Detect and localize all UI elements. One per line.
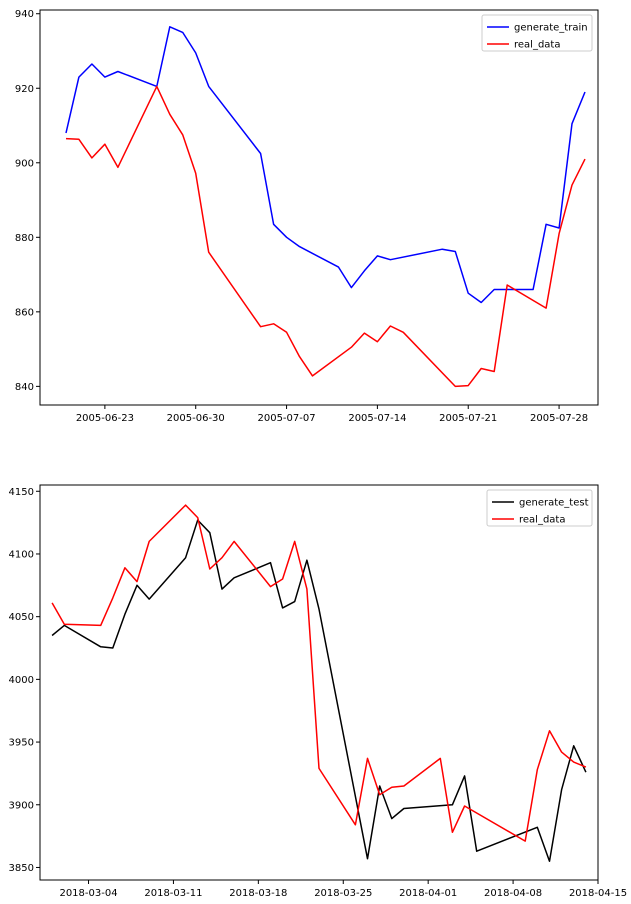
y-tick-label: 900 <box>15 158 34 169</box>
x-tick-label: 2018-04-01 <box>399 888 457 899</box>
series-line-generate_train-1 <box>65 26 586 304</box>
x-tick-label: 2018-03-18 <box>229 888 287 899</box>
series-line-real_data-2 <box>51 504 587 842</box>
y-tick-label: 3850 <box>9 863 34 874</box>
series-line-real_data-1 <box>65 85 586 388</box>
x-tick-label: 2005-07-14 <box>348 413 406 424</box>
y-tick-label: 4050 <box>9 612 34 623</box>
y-tick-label: 840 <box>15 382 34 393</box>
chart-1: 2005-06-23 2005-06-30 2005-07-07 2005-07-14… <box>15 9 599 424</box>
legend-label: generate_train <box>514 23 588 34</box>
plot-frame <box>39 484 599 881</box>
x-tick-label: 2018-04-15 <box>569 888 627 899</box>
y-tick-label: 940 <box>15 9 34 20</box>
legend-label: real_data <box>519 515 565 526</box>
plot-frame <box>39 9 599 406</box>
x-tick-label: 2005-07-28 <box>530 413 588 424</box>
y-tick-label: 880 <box>15 233 34 244</box>
y-tick-label: 4150 <box>9 487 34 498</box>
y-tick-label: 3950 <box>9 738 34 749</box>
y-tick-label: 860 <box>15 307 34 318</box>
y-tick-label: 4100 <box>9 549 34 560</box>
y-tick-label: 3900 <box>9 800 34 811</box>
legend: generate_test real_data <box>486 489 593 527</box>
legend-box <box>481 14 593 52</box>
x-tick-label: 2005-06-23 <box>76 413 134 424</box>
y-tick-label: 920 <box>15 84 34 95</box>
x-tick-label: 2005-07-21 <box>439 413 497 424</box>
x-tick-label: 2005-06-30 <box>167 413 225 424</box>
chart-2: 2018-03-04 2018-03-11 2018-03-18 2018-03-25… <box>9 484 627 899</box>
legend-label: real_data <box>514 40 560 51</box>
series-line-generate_test-2 <box>51 519 587 862</box>
legend-label: generate_test <box>519 498 589 509</box>
x-tick-label: 2005-07-07 <box>257 413 315 424</box>
legend-box <box>486 489 593 527</box>
y-tick-label: 4000 <box>9 675 34 686</box>
legend: generate_train real_data <box>481 14 593 52</box>
x-tick-label: 2018-03-04 <box>59 888 117 899</box>
x-tick-label: 2018-03-11 <box>144 888 202 899</box>
x-tick-label: 2018-03-25 <box>314 888 372 899</box>
x-tick-label: 2018-04-08 <box>484 888 542 899</box>
